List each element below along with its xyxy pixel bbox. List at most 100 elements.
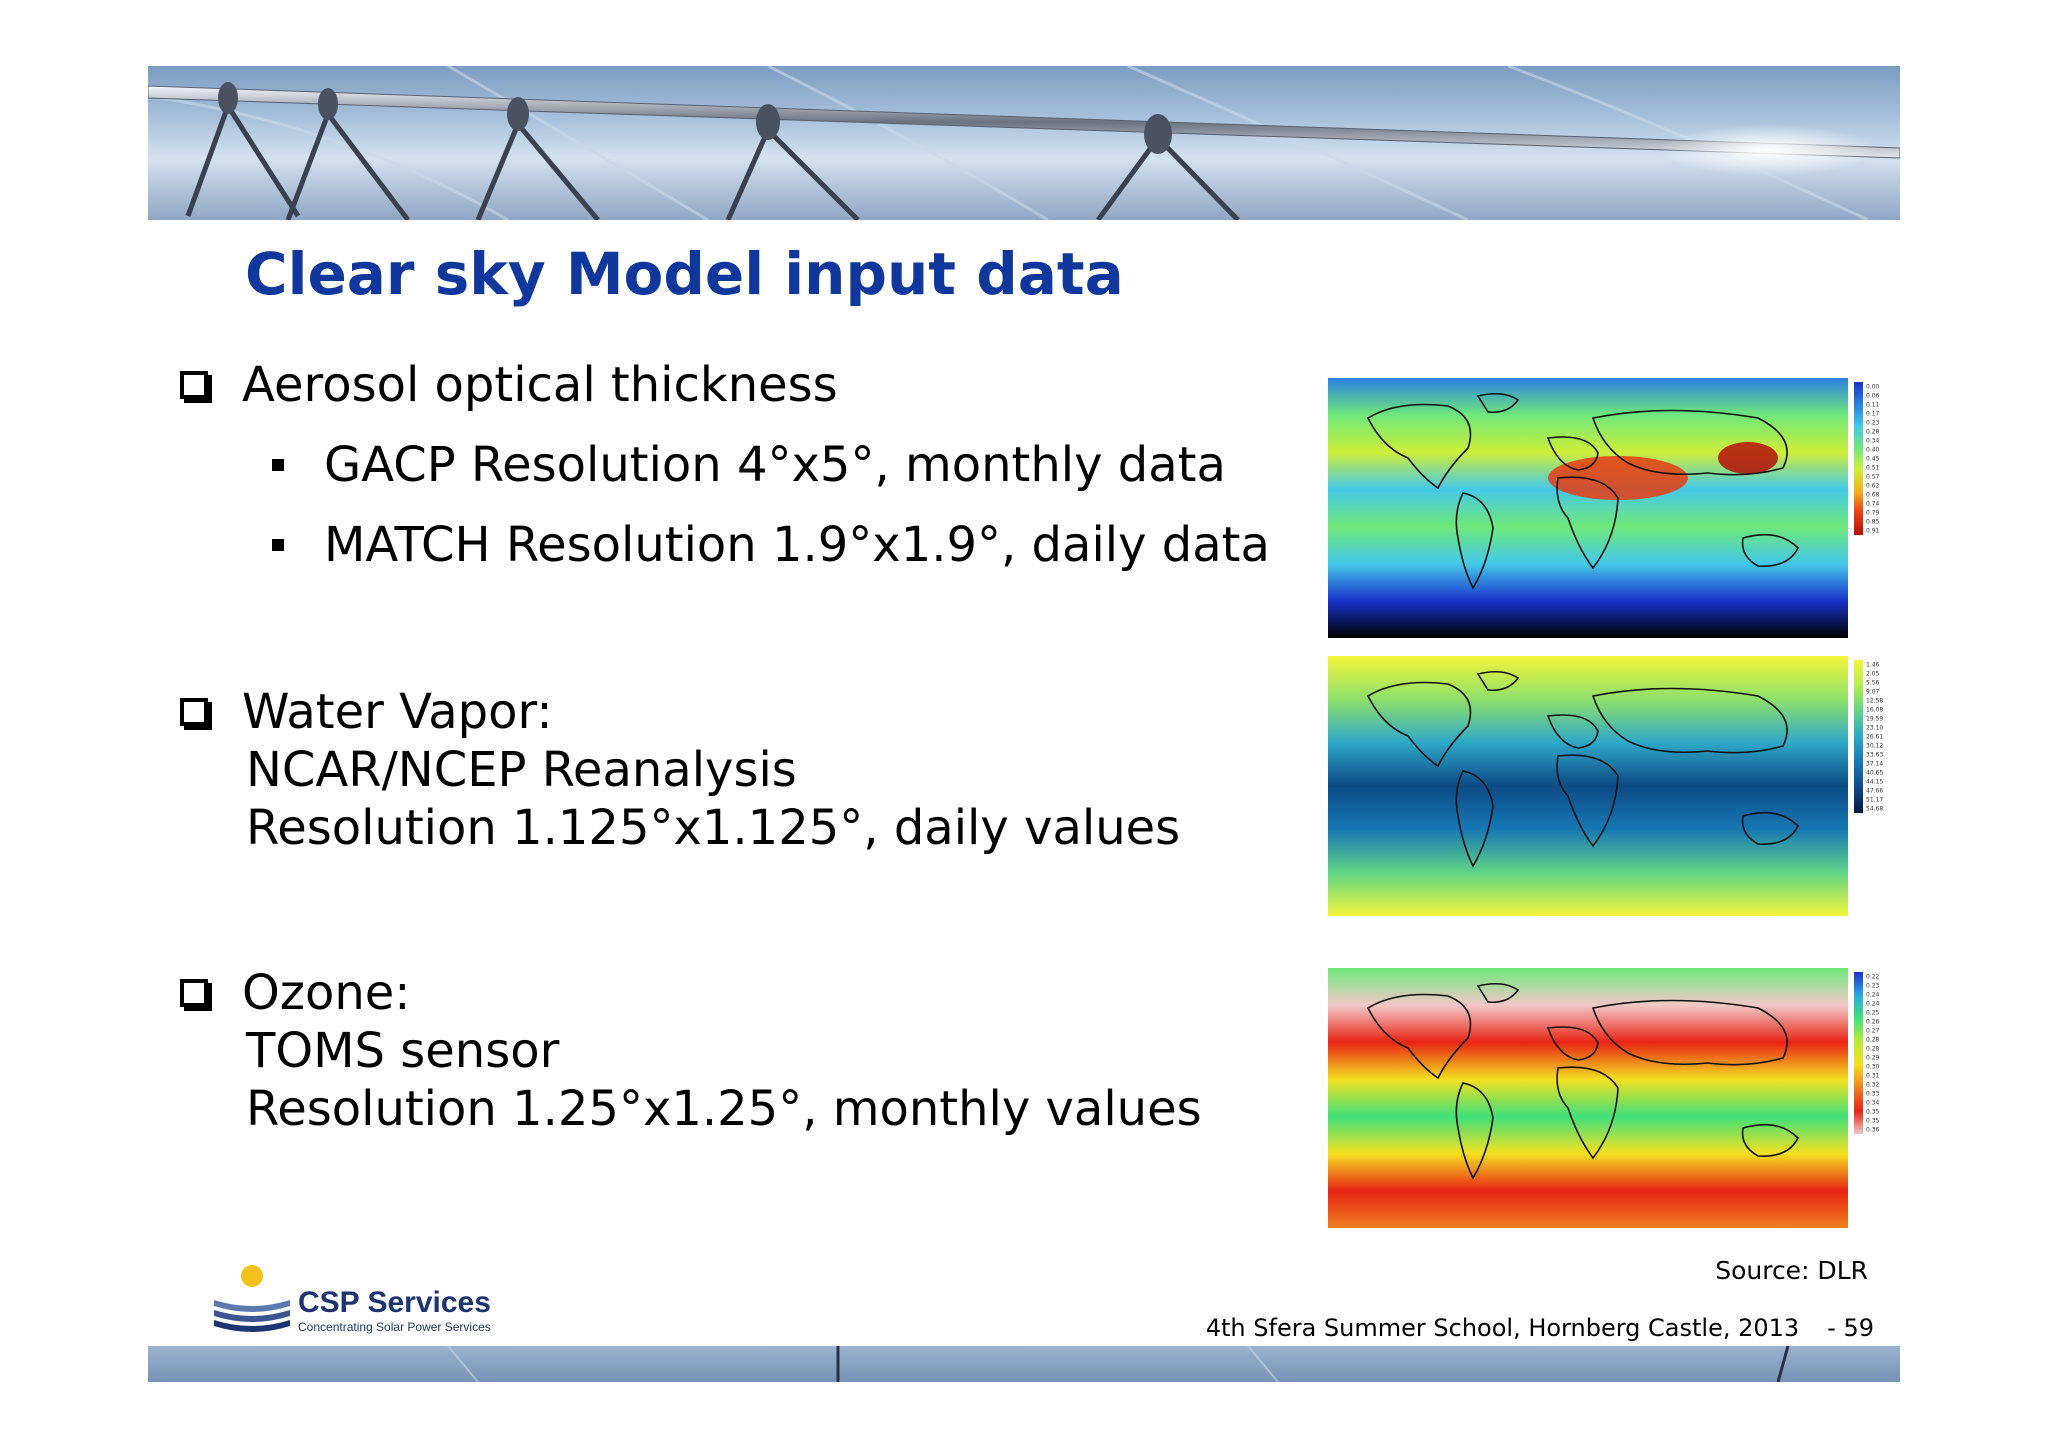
continent-outline: [1591, 409, 1788, 476]
colorbar-tick-label: 12.58: [1866, 698, 1883, 705]
continent-outline: [1476, 670, 1520, 692]
continent-outline: [1591, 687, 1788, 754]
continent-outline: [1546, 714, 1599, 749]
continent-outline: [1476, 392, 1520, 414]
colorbar-tick-label: 0.28: [1866, 1046, 1880, 1053]
continent-outline: [1556, 1066, 1619, 1160]
colorbar: [1854, 972, 1863, 1134]
continent-outline: [1556, 754, 1619, 848]
section-ozone: Ozone: TOMS sensor Resolution 1.25°x1.25…: [180, 964, 1202, 1138]
colorbar-tick-label: 0.34: [1866, 438, 1880, 445]
colorbar-tick-label: 51.17: [1866, 797, 1883, 804]
colorbar-tick-label: 0.85: [1866, 519, 1880, 526]
section-line: TOMS sensor: [246, 1023, 560, 1079]
colorbar-tick-label: 0.00: [1866, 384, 1880, 391]
continent-outline: [1476, 982, 1520, 1004]
colorbar-tick-label: 0.40: [1866, 447, 1880, 454]
section-line: NCAR/NCEP Reanalysis: [246, 742, 797, 798]
continent-outline: [1455, 1082, 1494, 1180]
source-note: Source: DLR: [1715, 1256, 1868, 1285]
checkbox-bullet-icon: [180, 371, 208, 399]
colorbar-tick-label: 0.25: [1866, 1010, 1880, 1017]
list-item: GACP Resolution 4°x5°, monthly data: [272, 436, 1270, 494]
colorbar-tick-label: 5.56: [1866, 680, 1880, 687]
colorbar-tick-label: 30.12: [1866, 743, 1883, 750]
colorbar-tick-label: 47.66: [1866, 788, 1883, 795]
checkbox-bullet-icon: [180, 979, 208, 1007]
section-label: Water Vapor:: [242, 684, 553, 740]
continent-outline: [1741, 811, 1799, 845]
colorbar-tick-label: 0.35: [1866, 1109, 1880, 1116]
logo-tagline: Concentrating Solar Power Services: [298, 1320, 491, 1334]
colorbar-tick-label: 0.31: [1866, 1073, 1880, 1080]
checkbox-bullet-icon: [180, 698, 208, 726]
colorbar-tick-label: 0.06: [1866, 393, 1880, 400]
colorbar-tick-label: 33.63: [1866, 752, 1883, 759]
list-item-text: GACP Resolution 4°x5°, monthly data: [324, 437, 1226, 493]
colorbar-tick-label: 0.45: [1866, 456, 1880, 463]
csp-services-logo: CSP Services Concentrating Solar Power S…: [210, 1262, 510, 1334]
colorbar-tick-label: 0.17: [1866, 411, 1880, 418]
section-label: Ozone:: [242, 965, 411, 1021]
section-water-vapor: Water Vapor: NCAR/NCEP Reanalysis Resolu…: [180, 683, 1180, 857]
aerosol-world-map: 0.00 0.06 0.11 0.17 0.23 0.28 0.34 0.40 0.45 0.51…: [1328, 378, 1880, 638]
continent-outline: [1741, 533, 1799, 567]
colorbar-tick-label: 16.08: [1866, 707, 1883, 714]
colorbar-tick-label: 0.26: [1866, 1019, 1880, 1026]
continent-outline: [1546, 1026, 1599, 1061]
colorbar-tick-label: 0.24: [1866, 992, 1880, 999]
colorbar-tick-label: 0.32: [1866, 1082, 1880, 1089]
colorbar-tick-label: 0.34: [1866, 1100, 1880, 1107]
page-title: Clear sky Model input data: [245, 240, 1124, 308]
colorbar-tick-label: 26.61: [1866, 734, 1883, 741]
colorbar-tick-label: 37.14: [1866, 761, 1883, 768]
colorbar-tick-label: 0.22: [1866, 974, 1880, 981]
colorbar-tick-label: 0.74: [1866, 501, 1880, 508]
list-item-text: MATCH Resolution 1.9°x1.9°, daily data: [324, 517, 1270, 573]
colorbar-tick-label: 9.07: [1866, 689, 1880, 696]
colorbar-tick-label: 0.30: [1866, 1064, 1880, 1071]
water-vapor-world-map: 1.46 2.05 5.56 9.07 12.58 16.08 19.59 23.10 26.6…: [1328, 656, 1883, 916]
section-label: Aerosol optical thickness: [242, 357, 838, 413]
footer-event: 4th Sfera Summer School, Hornberg Castle…: [1205, 1314, 1800, 1342]
colorbar-tick-label: 2.05: [1866, 671, 1880, 678]
colorbar: [1854, 660, 1863, 813]
colorbar-tick-label: 0.24: [1866, 1001, 1880, 1008]
colorbar-tick-label: 0.28: [1866, 1037, 1880, 1044]
colorbar-tick-label: 0.68: [1866, 492, 1880, 499]
continent-outline: [1366, 403, 1472, 490]
colorbar-tick-label: 40.65: [1866, 770, 1883, 777]
colorbar-tick-label: 44.15: [1866, 779, 1883, 786]
square-bullet-icon: [272, 539, 284, 551]
continent-outline: [1556, 476, 1619, 570]
continent-outline: [1741, 1123, 1799, 1157]
colorbar-tick-label: 0.79: [1866, 510, 1880, 517]
map-field: [1328, 378, 1848, 638]
colorbar-tick-label: 0.51: [1866, 465, 1880, 472]
footer: 4th Sfera Summer School, Hornberg Castle…: [1206, 1314, 1874, 1342]
section-line: Resolution 1.125°x1.125°, daily values: [246, 800, 1181, 856]
colorbar-tick-label: 0.23: [1866, 983, 1880, 990]
colorbar-tick-label: 23.10: [1866, 725, 1883, 732]
map-field: [1328, 968, 1848, 1228]
colorbar-tick-label: 0.29: [1866, 1055, 1880, 1062]
colorbar-tick-label: 0.23: [1866, 420, 1880, 427]
colorbar-tick-label: 0.27: [1866, 1028, 1880, 1035]
colorbar-tick-label: 0.33: [1866, 1091, 1880, 1098]
colorbar-tick-label: 19.59: [1866, 716, 1883, 723]
colorbar-tick-label: 0.62: [1866, 483, 1880, 490]
colorbar-tick-label: 1.46: [1866, 662, 1880, 669]
colorbar-tick-label: 54.68: [1866, 806, 1883, 813]
colorbar-tick-label: 0.57: [1866, 474, 1880, 481]
square-bullet-icon: [272, 459, 284, 471]
continent-outline: [1455, 770, 1494, 868]
page-number: - 59: [1827, 1314, 1874, 1342]
list-item: MATCH Resolution 1.9°x1.9°, daily data: [272, 516, 1270, 574]
colorbar-tick-label: 0.36: [1866, 1127, 1880, 1134]
colorbar-tick-label: 0.28: [1866, 429, 1880, 436]
continent-outline: [1546, 436, 1599, 471]
colorbar-tick-label: 0.91: [1866, 528, 1880, 535]
colorbar-tick-label: 0.11: [1866, 402, 1880, 409]
colorbar-tick-label: 0.35: [1866, 1118, 1880, 1125]
continent-outline: [1455, 492, 1494, 590]
